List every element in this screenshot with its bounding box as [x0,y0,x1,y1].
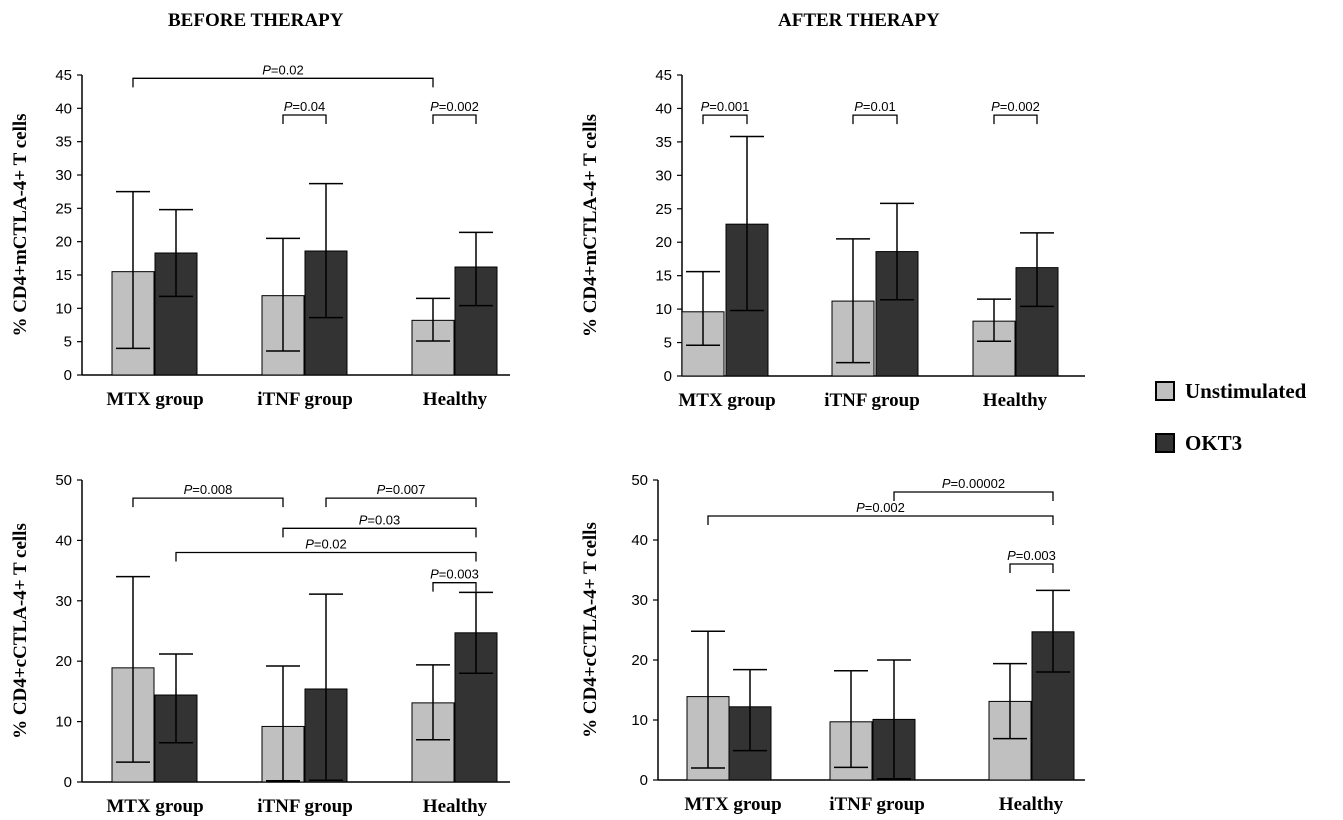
legend: Unstimulated OKT3 [1155,376,1306,480]
y-tick-label: 20 [655,234,672,251]
y-tick-label: 50 [55,472,72,489]
y-tick-label: 15 [55,267,72,284]
y-tick-label: 5 [64,334,72,351]
p-value-label: P=0.00002 [942,476,1005,491]
significance-bracket [707,515,1054,525]
y-tick-label: 10 [55,714,72,731]
significance-bracket [282,114,327,124]
x-category-label: iTNF group [257,796,353,817]
y-tick-label: 45 [55,67,72,84]
significance-bracket [132,497,284,508]
y-axis-label: % CD4+cCTLA-4+ T cells [10,523,31,739]
significance-bracket [893,491,1054,501]
y-tick-label: 30 [631,592,648,609]
significance-bracket [282,527,477,538]
chart-after-mctla4: % CD4+mCTLA-4+ T cells 0 5 10 15 20 25 30 35 40 45… [580,67,1085,411]
p-value-label: P=0.02 [305,536,347,551]
y-tick-label: 50 [631,472,648,489]
p-value-label: P=0.002 [991,99,1040,114]
y-tick-label: 10 [55,300,72,317]
y-tick-label: 45 [655,67,672,84]
y-tick-label: 35 [55,134,72,151]
p-value-label: P=0.02 [262,62,304,77]
y-tick-label: 20 [631,652,648,669]
x-category-label: iTNF group [829,794,925,815]
column-title-before-therapy: BEFORE THERAPY [168,10,344,31]
y-tick-label: 10 [655,301,672,318]
significance-bracket [432,582,477,592]
p-value-label: P=0.008 [184,482,233,497]
significance-bracket [702,114,748,125]
y-tick-label: 15 [655,268,672,285]
column-title-after-therapy: AFTER THERAPY [778,10,940,31]
y-tick-label: 40 [631,532,648,549]
chart-before-mctla4: % CD4+mCTLA-4+ T cells 0 5 10 15 20 25 30 35 40 45… [10,62,510,410]
x-category-label: Healthy [983,390,1048,411]
p-value-label: P=0.002 [430,99,479,114]
x-category-label: iTNF group [824,390,920,411]
x-category-label: Healthy [423,796,488,817]
legend-item-okt3: OKT3 [1155,428,1306,458]
y-tick-label: 35 [655,134,672,151]
y-axis-label: % CD4+mCTLA-4+ T cells [580,114,601,337]
significance-bracket [432,114,477,124]
x-category-label: MTX group [106,389,203,410]
significance-bracket [325,497,477,508]
legend-swatch-unstimulated [1155,381,1175,401]
x-category-label: Healthy [423,389,488,410]
p-value-label: P=0.03 [359,512,401,527]
y-tick-label: 40 [55,100,72,117]
y-tick-label: 0 [64,367,72,384]
y-tick-label: 5 [664,335,672,352]
y-tick-label: 40 [655,100,672,117]
y-tick-label: 30 [55,593,72,610]
significance-bracket [175,551,477,562]
legend-label-okt3: OKT3 [1185,430,1243,455]
p-value-label: P=0.001 [701,99,750,114]
y-axis-label: % CD4+cCTLA-4+ T cells [580,522,601,738]
p-value-label: P=0.01 [854,99,896,114]
x-category-label: Healthy [999,794,1064,815]
p-value-label: P=0.04 [284,99,326,114]
significance-bracket [852,114,898,125]
chart-before-cctla4: % CD4+cCTLA-4+ T cells 0 10 20 30 40 50 MTX gro… [10,472,510,817]
y-tick-label: 30 [55,167,72,184]
legend-swatch-okt3 [1155,433,1175,453]
p-value-label: P=0.003 [430,567,479,582]
y-tick-label: 25 [55,200,72,217]
bar-unstimulated [988,700,1032,781]
y-tick-label: 0 [64,774,72,791]
legend-item-unstimulated: Unstimulated [1155,376,1306,406]
chart-after-cctla4: % CD4+cCTLA-4+ T cells 0 10 20 30 40 50 MTX gro… [580,472,1085,815]
p-value-label: P=0.003 [1007,548,1056,563]
y-tick-label: 40 [55,532,72,549]
y-tick-label: 0 [664,368,672,385]
y-tick-label: 25 [655,201,672,218]
p-value-label: P=0.002 [856,500,905,515]
y-tick-label: 0 [640,772,648,789]
significance-bracket [993,114,1038,125]
x-category-label: MTX group [106,796,203,817]
p-value-label: P=0.007 [377,482,426,497]
y-axis-label: % CD4+mCTLA-4+ T cells [10,113,31,336]
significance-bracket [1009,563,1054,573]
y-tick-label: 30 [655,167,672,184]
legend-label-unstimulated: Unstimulated [1185,378,1307,403]
significance-bracket [132,77,434,88]
y-tick-label: 10 [631,712,648,729]
y-tick-label: 20 [55,653,72,670]
y-tick-label: 20 [55,234,72,251]
x-category-label: iTNF group [257,389,353,410]
x-category-label: MTX group [684,794,781,815]
x-category-label: MTX group [678,390,775,411]
